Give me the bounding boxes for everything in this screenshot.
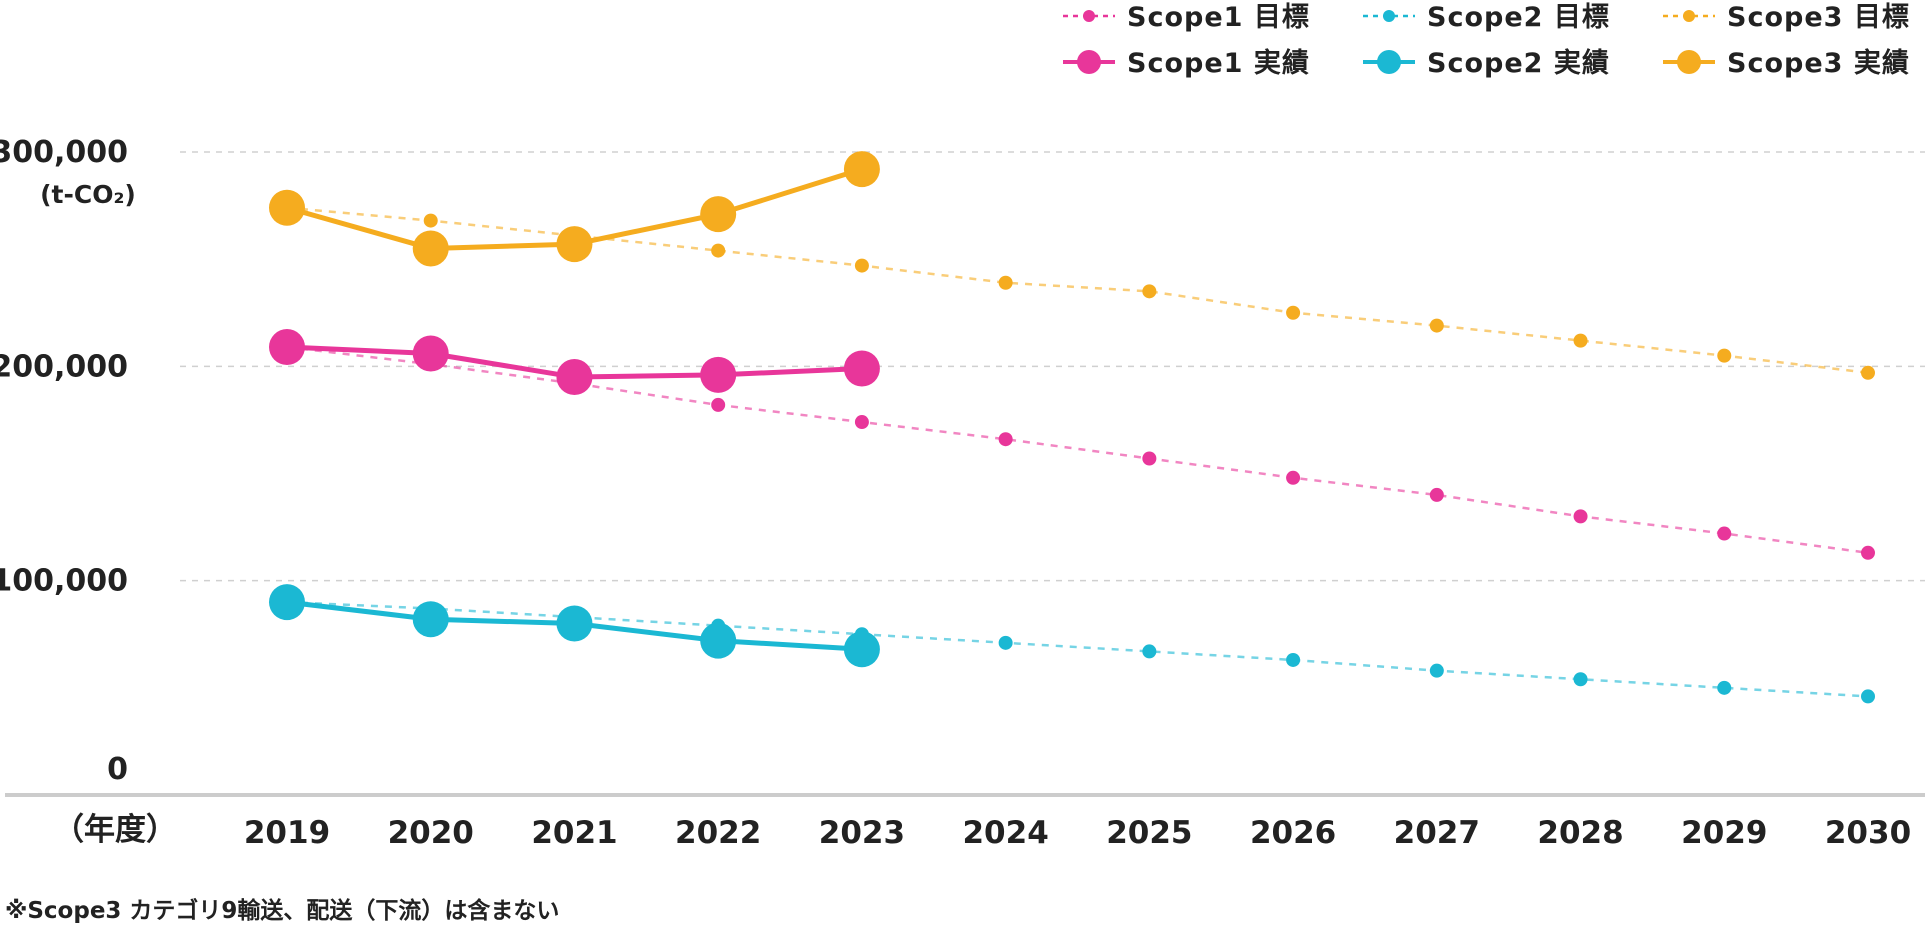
legend-label: Scope1 目標 <box>1127 2 1310 33</box>
target-point <box>1573 509 1588 524</box>
x-tick-label: 2026 <box>1250 815 1336 851</box>
target-point <box>1861 689 1875 704</box>
actual-point <box>556 605 593 642</box>
x-tick-label: 2023 <box>819 815 905 851</box>
x-tick-label: 2021 <box>531 815 617 851</box>
target-point <box>711 397 726 412</box>
x-tick-label: 2028 <box>1537 815 1623 851</box>
gridlines <box>180 151 1925 582</box>
x-tick-label: 2027 <box>1394 815 1480 851</box>
legend: Scope1 目標 Scope2 目標 Scope3 目標 Scope1 実績 Scop… <box>1063 2 1910 79</box>
legend-item: Scope3 実績 <box>1663 47 1910 79</box>
x-tick-label: 2030 <box>1825 815 1911 851</box>
actual-point <box>700 196 737 233</box>
actual-point <box>269 584 305 621</box>
target-point <box>998 275 1013 290</box>
target-point <box>1429 318 1444 333</box>
legend-swatch-marker <box>1683 10 1695 22</box>
y-unit-label: (t-CO₂) <box>40 180 136 209</box>
footnote: ※Scope3 カテゴリ9輸送、配送（下流）は含まない <box>5 897 559 924</box>
x-unit-label: （年度） <box>53 812 177 848</box>
target-point <box>1142 284 1157 299</box>
x-tick-label: 2019 <box>244 815 330 851</box>
target-point <box>1861 545 1875 560</box>
target-point <box>1717 680 1732 695</box>
actual-point <box>269 329 305 366</box>
actual-point <box>269 189 305 226</box>
target-point <box>1429 487 1444 502</box>
actual-point <box>556 226 593 263</box>
legend-swatch-marker <box>1077 50 1101 74</box>
legend-label: Scope2 目標 <box>1427 2 1610 33</box>
actual-point <box>412 335 449 372</box>
legend-item: Scope2 実績 <box>1363 47 1610 79</box>
y-tick-label: 100,000 <box>0 564 128 599</box>
target-series-group <box>280 340 1875 560</box>
target-point <box>1286 470 1301 485</box>
target-point <box>854 258 869 273</box>
target-point <box>711 243 726 258</box>
target-point <box>423 213 438 228</box>
target-line <box>286 345 1869 555</box>
target-point <box>1286 305 1301 320</box>
target-point <box>1286 652 1301 667</box>
target-line <box>286 206 1869 375</box>
target-line <box>286 600 1869 698</box>
actual-point <box>700 622 737 659</box>
y-tick-label: 0 <box>107 752 128 787</box>
legend-swatch-marker <box>1677 50 1701 74</box>
target-point <box>998 432 1013 447</box>
legend-label: Scope3 目標 <box>1727 2 1910 33</box>
target-point <box>1717 526 1732 541</box>
actual-point <box>700 356 737 393</box>
legend-item: Scope1 目標 <box>1063 2 1310 33</box>
target-series-group <box>280 595 1875 704</box>
x-tick-label: 2020 <box>388 815 474 851</box>
y-tick-label: 300,000 <box>0 135 128 170</box>
legend-swatch-marker <box>1083 10 1095 22</box>
x-tick-label: 2024 <box>962 815 1048 851</box>
target-point <box>1142 451 1157 466</box>
legend-label: Scope3 実績 <box>1727 47 1910 79</box>
actual-point <box>412 601 449 638</box>
target-point <box>1573 672 1588 687</box>
target-point <box>998 635 1013 650</box>
actual-series <box>269 151 880 668</box>
target-series <box>280 200 1875 704</box>
actual-series-group <box>269 151 880 267</box>
actual-series-group <box>269 584 880 668</box>
x-axis-ticks: 2019 2020 2021 2022 2023 2024 2025 2026 2027 2028… <box>244 815 1911 851</box>
actual-series-group <box>269 329 880 396</box>
actual-point <box>843 631 880 668</box>
target-point <box>854 415 869 430</box>
target-point <box>1717 348 1732 363</box>
x-tick-label: 2029 <box>1681 815 1767 851</box>
y-axis-ticks: 0 100,000 200,000 300,000 <box>0 135 128 787</box>
actual-point <box>843 350 880 387</box>
legend-item: Scope2 目標 <box>1363 2 1610 33</box>
actual-point <box>412 230 449 267</box>
y-tick-label: 200,000 <box>0 349 128 384</box>
target-point <box>1142 644 1157 659</box>
legend-label: Scope1 実績 <box>1127 47 1310 79</box>
actual-point <box>556 359 593 396</box>
target-point <box>1429 663 1444 678</box>
legend-item: Scope1 実績 <box>1063 47 1310 79</box>
target-series-group <box>280 200 1875 380</box>
legend-swatch-marker <box>1377 50 1401 74</box>
target-point <box>1573 333 1588 348</box>
legend-item: Scope3 目標 <box>1663 2 1910 33</box>
x-tick-label: 2022 <box>675 815 761 851</box>
legend-swatch-marker <box>1383 10 1395 22</box>
target-point <box>1861 365 1875 380</box>
actual-point <box>843 151 880 188</box>
legend-label: Scope2 実績 <box>1427 47 1610 79</box>
x-tick-label: 2025 <box>1106 815 1192 851</box>
